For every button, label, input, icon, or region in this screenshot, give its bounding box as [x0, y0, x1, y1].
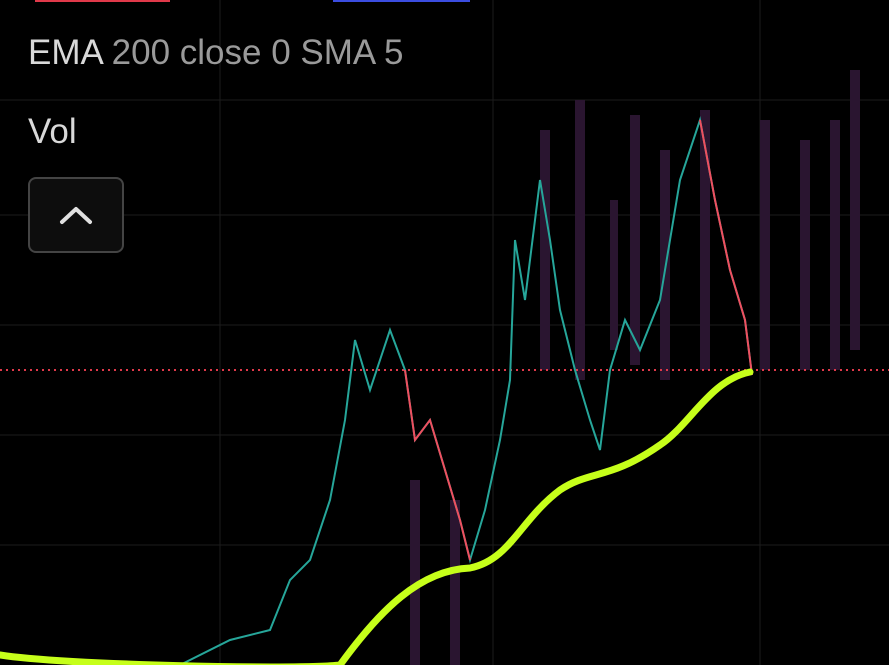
indicator-name: EMA	[28, 33, 102, 72]
price-series-down	[404, 369, 471, 561]
price-series-down	[699, 119, 753, 376]
indicator-params: 200 close 0 SMA 5	[111, 33, 404, 72]
legend-row: EMA 200 close 0 SMA 5	[28, 33, 404, 73]
chevron-up	[60, 207, 92, 224]
price-series	[179, 116, 753, 665]
volume-bars	[410, 70, 860, 665]
collapse-button[interactable]	[28, 177, 124, 253]
volume-label: Vol	[28, 112, 77, 151]
tab-indicator	[333, 0, 470, 2]
ema-line	[0, 368, 754, 665]
tab-indicator	[35, 0, 170, 2]
